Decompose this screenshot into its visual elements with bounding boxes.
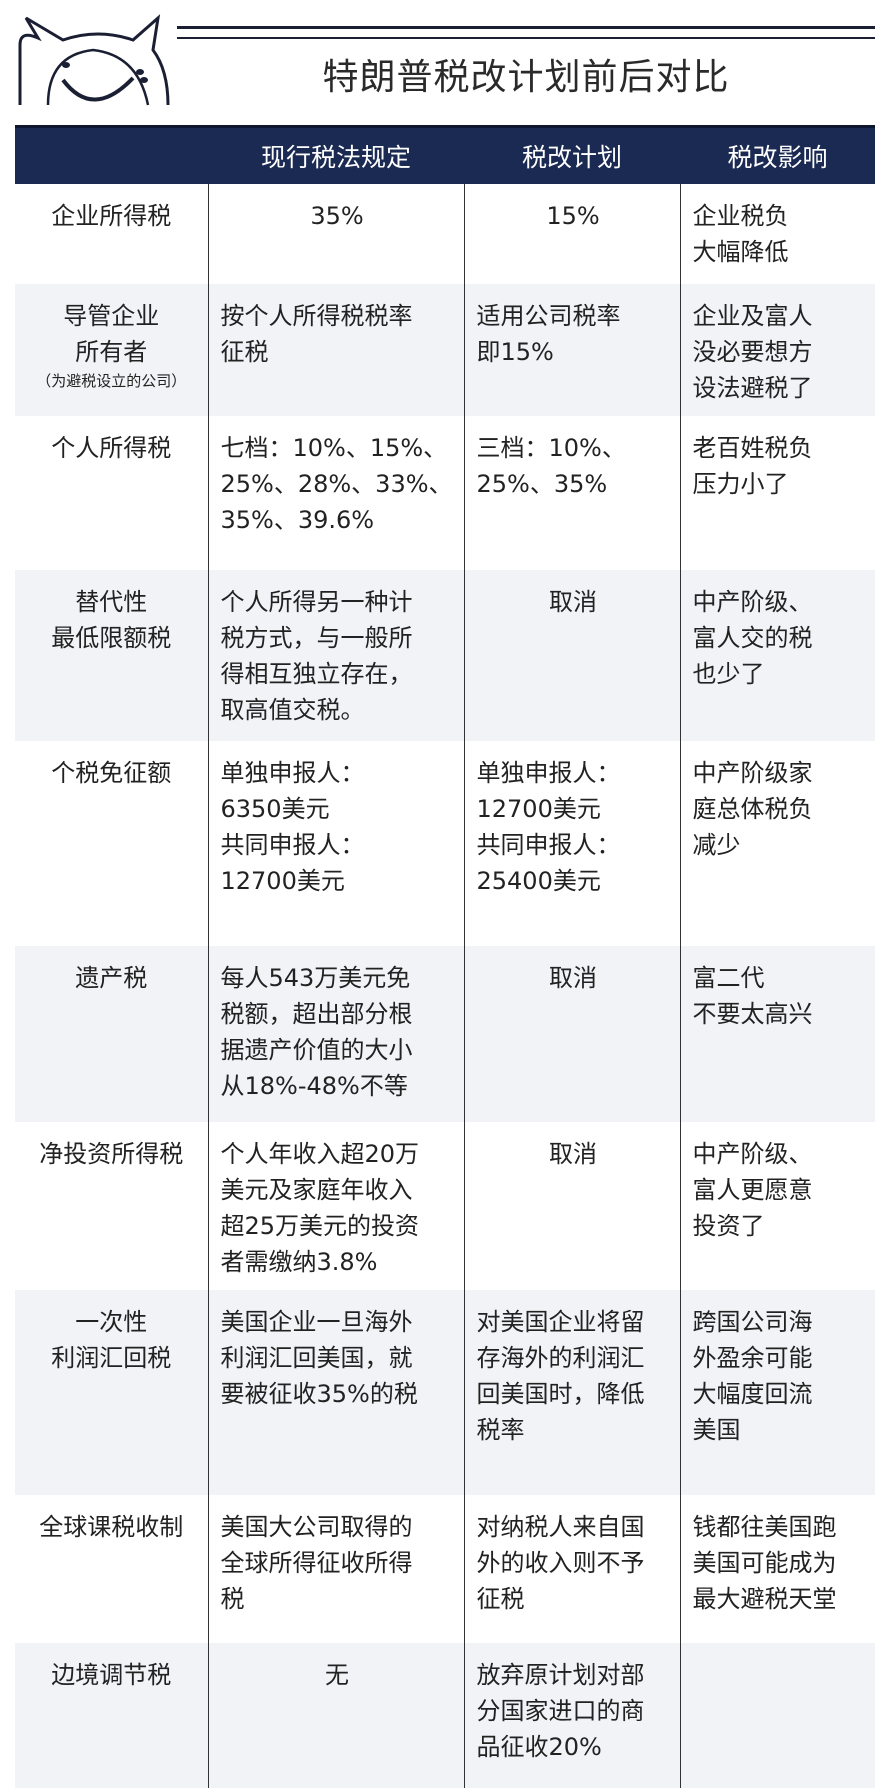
cell-current: 无 [207, 1643, 464, 1788]
cell-impact-text: 钱都往美国跑 美国可能成为 最大避税天堂 [692, 1513, 837, 1613]
table-row: 净投资所得税 个人年收入超20万 美元及家庭年收入 超25万美元的投资 者需缴纳3… [15, 1122, 875, 1290]
cell-impact: 企业及富人 没必要想方 设法避税了 [679, 284, 875, 416]
table-row: 替代性 最低限额税 个人所得另一种计 税方式，与一般所 得相互独立存在， 取高值交… [15, 570, 875, 741]
cell-current: 35% [207, 184, 464, 284]
header-current: 现行税法规定 [208, 125, 464, 184]
table-row: 个人所得税 七档：10%、15%、 25%、28%、33%、 35%、39.6% 三… [15, 416, 875, 570]
cell-impact: 跨国公司海 外盈余可能 大幅度回流 美国 [679, 1290, 875, 1495]
cell-impact-text: 企业税负 大幅降低 [692, 202, 789, 266]
row-label-text: 企业所得税 [51, 202, 172, 230]
header-item [15, 125, 208, 184]
cell-plan-text: 取消 [549, 1140, 597, 1168]
row-label-text: 一次性 利润汇回税 [51, 1308, 172, 1372]
cell-impact: 钱都往美国跑 美国可能成为 最大避税天堂 [679, 1495, 875, 1643]
table-row: 边境调节税 无 放弃原计划对部 分国家进口的商 品征收20% [15, 1643, 875, 1788]
cell-plan-text: 适用公司税率 即15% [476, 302, 621, 366]
row-label-text: 遗产税 [75, 964, 148, 992]
cell-impact-text: 中产阶级、 富人交的税 也少了 [692, 588, 813, 688]
row-label: 替代性 最低限额税 [15, 570, 208, 741]
table-row: 一次性 利润汇回税 美国企业一旦海外 利润汇回美国，就 要被征收35%的税 对美国企… [15, 1290, 875, 1495]
cell-impact: 中产阶级、 富人更愿意 投资了 [679, 1122, 875, 1290]
cell-plan-text: 取消 [549, 964, 597, 992]
cell-impact-text: 富二代 不要太高兴 [692, 964, 813, 1028]
cell-current-text: 每人543万美元免 税额，超出部分根 据遗产价值的大小 从18%-48%不等 [220, 964, 413, 1100]
row-label: 遗产税 [15, 946, 208, 1122]
cell-current-text: 无 [325, 1661, 349, 1689]
cell-current: 美国大公司取得的 全球所得征收所得 税 [207, 1495, 464, 1643]
cell-impact [679, 1643, 875, 1788]
comparison-table: 现行税法规定 税改计划 税改影响 企业所得税 35% 15% 企业税负 大幅降低导管企… [15, 125, 875, 1788]
row-label-text: 个人所得税 [51, 434, 172, 462]
cell-current-text: 35% [310, 202, 364, 230]
header-plan: 税改计划 [464, 125, 680, 184]
cell-current-text: 美国大公司取得的 全球所得征收所得 税 [220, 1513, 413, 1613]
cell-plan-text: 放弃原计划对部 分国家进口的商 品征收20% [476, 1661, 645, 1761]
row-label: 导管企业 所有者 （为避税设立的公司） [15, 284, 208, 416]
row-label: 一次性 利润汇回税 [15, 1290, 208, 1495]
cell-current-text: 美国企业一旦海外 利润汇回美国，就 要被征收35%的税 [220, 1308, 418, 1408]
cell-impact: 老百姓税负 压力小了 [679, 416, 875, 570]
cell-impact-text: 企业及富人 没必要想方 设法避税了 [692, 302, 813, 402]
cell-plan: 对美国企业将留 存海外的利润汇 回美国时，降低 税率 [463, 1290, 680, 1495]
table-row: 全球课税收制 美国大公司取得的 全球所得征收所得 税对纳税人来自国 外的收入则不予… [15, 1495, 875, 1643]
row-label: 个人所得税 [15, 416, 208, 570]
cell-plan: 取消 [463, 570, 680, 741]
table-header-row: 现行税法规定 税改计划 税改影响 [15, 125, 875, 184]
cell-impact: 富二代 不要太高兴 [679, 946, 875, 1122]
cell-impact-text: 老百姓税负 压力小了 [692, 434, 813, 498]
row-label: 净投资所得税 [15, 1122, 208, 1290]
cell-plan-text: 三档：10%、 25%、35% [476, 434, 626, 498]
row-label-text: 个税免征额 [51, 759, 172, 787]
cell-current-text: 个人年收入超20万 美元及家庭年收入 超25万美元的投资 者需缴纳3.8% [220, 1140, 420, 1276]
row-label-note: （为避税设立的公司） [36, 372, 187, 390]
header-impact: 税改影响 [680, 125, 875, 184]
cell-plan: 三档：10%、 25%、35% [463, 416, 680, 570]
cell-plan: 15% [463, 184, 680, 284]
cell-plan: 对纳税人来自国 外的收入则不予 征税 [463, 1495, 680, 1643]
cell-current-text: 单独申报人： 6350美元 共同申报人： 12700美元 [220, 759, 365, 895]
cell-current-text: 个人所得另一种计 税方式，与一般所 得相互独立存在， 取高值交税。 [220, 588, 413, 724]
cell-impact: 企业税负 大幅降低 [679, 184, 875, 284]
cell-plan: 单独申报人： 12700美元 共同申报人： 25400美元 [463, 741, 680, 946]
cell-current: 美国企业一旦海外 利润汇回美国，就 要被征收35%的税 [207, 1290, 464, 1495]
cell-current: 个人所得另一种计 税方式，与一般所 得相互独立存在， 取高值交税。 [207, 570, 464, 741]
table-row: 个税免征额 单独申报人： 6350美元 共同申报人： 12700美元 单独申报人： … [15, 741, 875, 946]
cell-plan-text: 对美国企业将留 存海外的利润汇 回美国时，降低 税率 [476, 1308, 645, 1444]
page-title: 特朗普税改计划前后对比 [322, 57, 730, 98]
row-label: 企业所得税 [15, 184, 208, 284]
cell-impact-text: 中产阶级家 庭总体税负 减少 [692, 759, 813, 859]
cell-plan: 适用公司税率 即15% [463, 284, 680, 416]
cell-current-text: 按个人所得税税率 征税 [220, 302, 413, 366]
row-label: 个税免征额 [15, 741, 208, 946]
cell-current: 单独申报人： 6350美元 共同申报人： 12700美元 [207, 741, 464, 946]
cell-current: 每人543万美元免 税额，超出部分根 据遗产价值的大小 从18%-48%不等 [207, 946, 464, 1122]
cell-plan: 取消 [463, 1122, 680, 1290]
cell-current-text: 七档：10%、15%、 25%、28%、33%、 35%、39.6% [220, 434, 453, 534]
cell-plan-text: 取消 [549, 588, 597, 616]
table-row: 导管企业 所有者 （为避税设立的公司） 按个人所得税税率 征税 适用公司税率 即15%… [15, 284, 875, 416]
cat-face-icon [18, 14, 170, 106]
cell-plan: 取消 [463, 946, 680, 1122]
row-label: 全球课税收制 [15, 1495, 208, 1643]
table-row: 企业所得税 35% 15% 企业税负 大幅降低 [15, 184, 875, 284]
row-label-text: 替代性 最低限额税 [51, 588, 172, 652]
cell-impact-text: 跨国公司海 外盈余可能 大幅度回流 美国 [692, 1308, 813, 1444]
cell-impact: 中产阶级家 庭总体税负 减少 [679, 741, 875, 946]
row-label-text: 边境调节税 [51, 1661, 172, 1689]
cell-current: 按个人所得税税率 征税 [207, 284, 464, 416]
cell-plan-text: 15% [546, 202, 600, 230]
cell-current: 七档：10%、15%、 25%、28%、33%、 35%、39.6% [207, 416, 464, 570]
row-label-text: 导管企业 所有者 [63, 302, 160, 366]
cell-plan: 放弃原计划对部 分国家进口的商 品征收20% [463, 1643, 680, 1788]
row-label-text: 净投资所得税 [39, 1140, 184, 1168]
row-label: 边境调节税 [15, 1643, 208, 1788]
cell-impact-text: 中产阶级、 富人更愿意 投资了 [692, 1140, 813, 1240]
cell-current: 个人年收入超20万 美元及家庭年收入 超25万美元的投资 者需缴纳3.8% [207, 1122, 464, 1290]
cell-plan-text: 对纳税人来自国 外的收入则不予 征税 [476, 1513, 645, 1613]
cell-plan-text: 单独申报人： 12700美元 共同申报人： 25400美元 [476, 759, 621, 895]
row-label-text: 全球课税收制 [39, 1513, 184, 1541]
cell-impact: 中产阶级、 富人交的税 也少了 [679, 570, 875, 741]
table-row: 遗产税 每人543万美元免 税额，超出部分根 据遗产价值的大小 从18%-48%不… [15, 946, 875, 1122]
title-rule [177, 26, 875, 39]
